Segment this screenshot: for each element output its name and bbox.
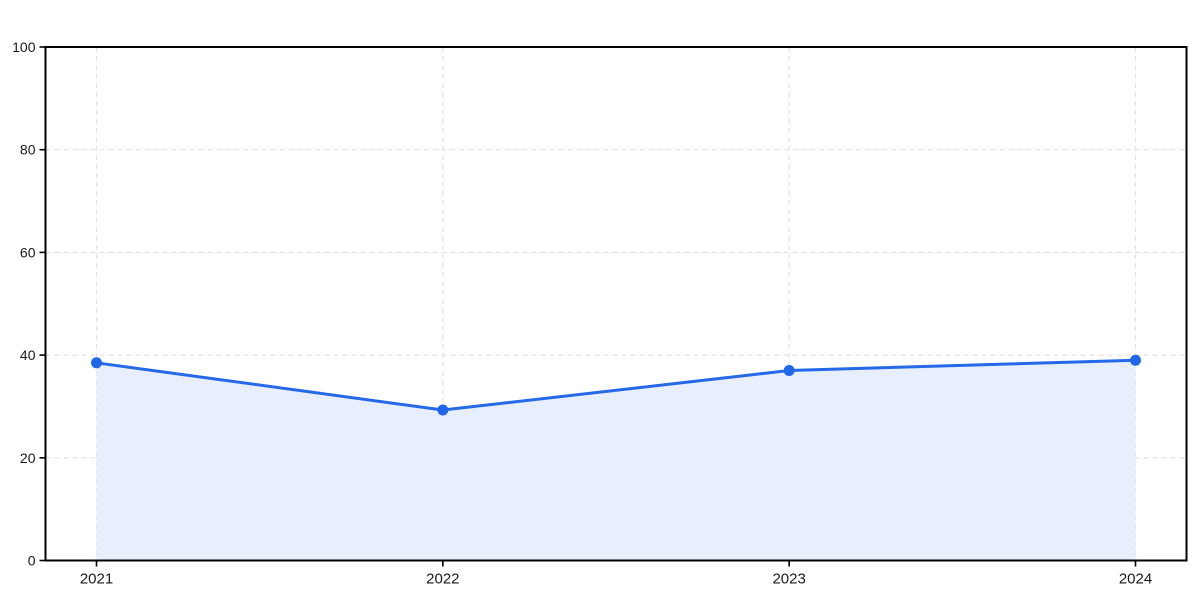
- y-tick-label: 100: [12, 39, 36, 55]
- y-tick-label: 20: [20, 450, 36, 466]
- data-point-marker: [783, 365, 795, 377]
- series-line: [95, 358, 1137, 412]
- y-tick-label: 60: [20, 244, 36, 260]
- x-tick-label: 2024: [1119, 571, 1152, 588]
- x-tick-label: 2022: [426, 571, 459, 588]
- x-tick-label: 2021: [80, 571, 113, 588]
- plot-border: [44, 46, 1188, 562]
- x-tick-label: 2023: [772, 571, 805, 588]
- data-point-marker: [437, 404, 449, 416]
- data-point-marker: [1130, 354, 1141, 366]
- series-area-fill: [96, 360, 1136, 561]
- y-tick-label: 0: [28, 553, 36, 569]
- y-tick-label: 80: [20, 142, 36, 158]
- y-tick-label: 40: [20, 347, 36, 363]
- data-point-marker: [91, 357, 102, 369]
